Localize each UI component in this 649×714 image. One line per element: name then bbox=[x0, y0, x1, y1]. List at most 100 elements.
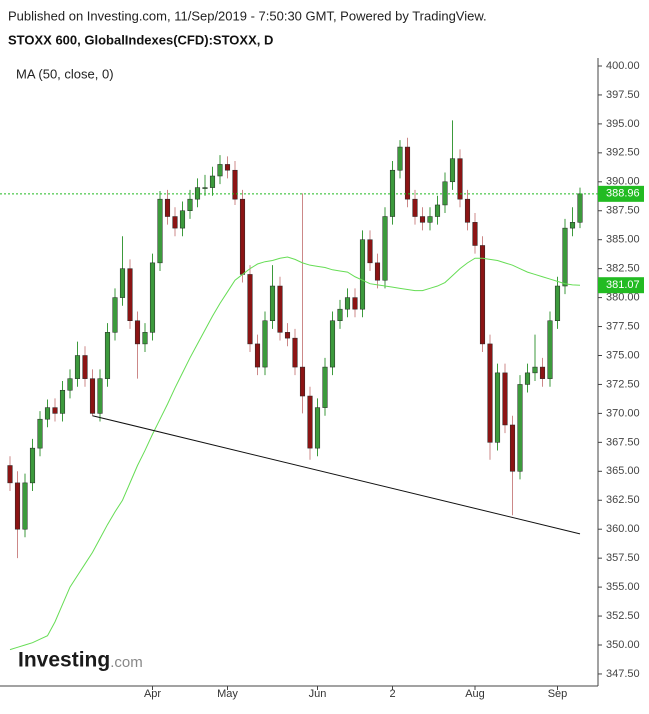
candle-body bbox=[119, 268, 126, 298]
candle-body bbox=[149, 262, 156, 333]
candle-body bbox=[269, 285, 276, 322]
candle-body bbox=[299, 366, 306, 397]
candle-body bbox=[37, 418, 43, 449]
candle-body bbox=[457, 158, 463, 200]
candle-body bbox=[202, 187, 208, 189]
y-tick-label: 390.00 bbox=[606, 176, 640, 188]
candle-body bbox=[172, 216, 178, 229]
candle-body bbox=[307, 395, 313, 449]
candle-body bbox=[209, 175, 216, 188]
candle-body bbox=[104, 332, 111, 379]
candle-body bbox=[502, 372, 508, 426]
y-tick-label: 400.00 bbox=[606, 60, 640, 72]
ma-price-label: 381.07 bbox=[606, 279, 640, 291]
candle-body bbox=[562, 227, 568, 287]
candle-body bbox=[547, 320, 553, 379]
y-tick-label: 367.50 bbox=[606, 436, 640, 448]
candle-body bbox=[29, 447, 36, 484]
candle-body bbox=[247, 274, 253, 345]
candle-body bbox=[7, 465, 13, 484]
candle-body bbox=[479, 245, 486, 345]
ma-price-box bbox=[598, 277, 644, 294]
y-tick-label: 355.00 bbox=[606, 581, 640, 593]
candle-body bbox=[52, 407, 58, 414]
candle-body bbox=[404, 146, 411, 200]
y-tick-label: 350.00 bbox=[606, 639, 640, 651]
candle-body bbox=[494, 372, 501, 443]
last-price-label: 388.96 bbox=[606, 188, 640, 200]
chart-title: STOXX 600, GlobalIndexes(CFD):STOXX, D bbox=[8, 32, 273, 47]
candle-body bbox=[142, 332, 148, 345]
candle-body bbox=[397, 146, 403, 171]
y-tick-label: 370.00 bbox=[606, 407, 640, 419]
candle-body bbox=[329, 320, 336, 368]
candle-body bbox=[382, 216, 388, 281]
candle-body bbox=[179, 210, 186, 229]
candle-body bbox=[127, 268, 133, 322]
candle-body bbox=[217, 164, 223, 177]
y-tick-label: 377.50 bbox=[606, 320, 640, 332]
y-tick-label: 352.50 bbox=[606, 610, 640, 622]
candle-body bbox=[337, 308, 343, 322]
y-tick-label: 347.50 bbox=[606, 668, 640, 680]
candle-body bbox=[464, 198, 471, 223]
candle-body bbox=[419, 216, 426, 223]
candle-body bbox=[292, 337, 298, 368]
candle-body bbox=[569, 222, 576, 229]
y-tick-label: 382.50 bbox=[606, 263, 640, 275]
candle-body bbox=[359, 239, 366, 310]
candle-body bbox=[524, 372, 531, 385]
candle-body bbox=[532, 366, 538, 374]
y-tick-label: 392.50 bbox=[606, 147, 640, 159]
candle-body bbox=[367, 239, 373, 264]
candle-body bbox=[74, 355, 81, 379]
candle-body bbox=[434, 204, 441, 217]
ma-line bbox=[9, 256, 581, 651]
y-tick-label: 395.00 bbox=[606, 118, 640, 130]
candle-body bbox=[374, 262, 381, 281]
candle-body bbox=[97, 378, 103, 414]
x-tick-label: Sep bbox=[548, 688, 568, 700]
header: Published on Investing.com, 11/Sep/2019 … bbox=[8, 8, 487, 23]
candle-body bbox=[472, 222, 478, 246]
candle-body bbox=[412, 198, 418, 217]
x-tick-label: 2 bbox=[389, 688, 395, 700]
candle-body bbox=[427, 216, 433, 223]
candle-body bbox=[112, 297, 118, 333]
y-tick-label: 365.00 bbox=[606, 465, 640, 477]
candle-body bbox=[554, 285, 561, 322]
candle-body bbox=[344, 297, 351, 310]
candle-body bbox=[577, 193, 583, 223]
candle-body bbox=[89, 378, 96, 414]
candle-body bbox=[44, 407, 51, 420]
candle-body bbox=[134, 320, 141, 345]
logo-suffix: .com bbox=[110, 654, 143, 671]
y-tick-label: 380.00 bbox=[606, 292, 640, 304]
x-tick-label: Apr bbox=[144, 688, 161, 700]
candle-body bbox=[517, 384, 523, 472]
candle-body bbox=[22, 482, 28, 530]
candle-body bbox=[232, 169, 238, 200]
candle-body bbox=[254, 343, 261, 368]
last-price-box bbox=[598, 185, 644, 202]
y-tick-label: 372.50 bbox=[606, 378, 640, 390]
candle-body bbox=[284, 332, 291, 339]
candle-body bbox=[314, 407, 321, 449]
candle-body bbox=[487, 343, 493, 443]
y-tick-label: 385.00 bbox=[606, 234, 640, 246]
candle-body bbox=[322, 366, 328, 408]
y-tick-label: 357.50 bbox=[606, 552, 640, 564]
candle-body bbox=[164, 198, 171, 217]
candle-body bbox=[59, 389, 66, 414]
y-tick-label: 362.50 bbox=[606, 494, 640, 506]
candle-body bbox=[82, 355, 88, 379]
x-tick-label: May bbox=[217, 688, 238, 700]
candle-body bbox=[449, 158, 456, 183]
y-tick-label: 360.00 bbox=[606, 523, 640, 535]
y-tick-label: 375.00 bbox=[606, 349, 640, 361]
candle-body bbox=[262, 320, 268, 368]
candle-body bbox=[187, 198, 193, 211]
candle-body bbox=[239, 198, 246, 275]
